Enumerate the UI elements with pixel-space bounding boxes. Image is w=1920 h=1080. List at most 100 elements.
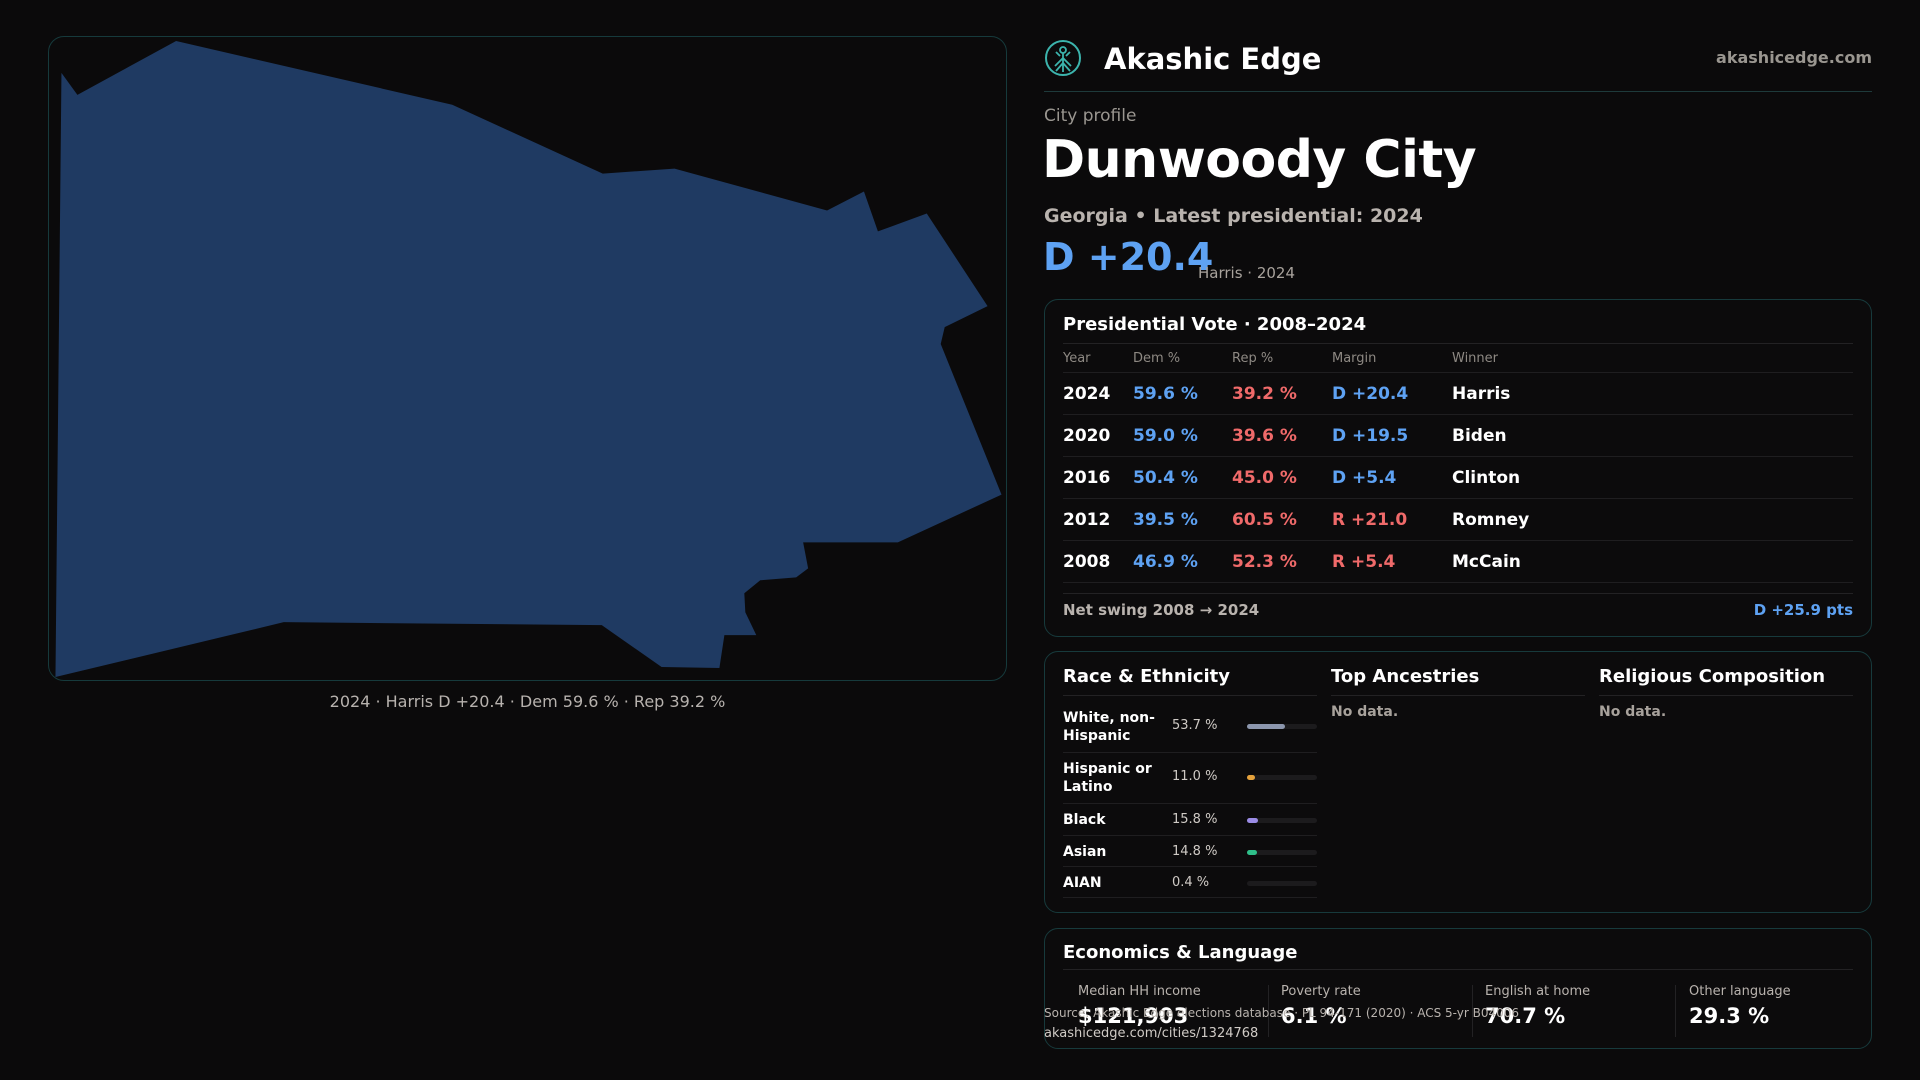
- header-year: Year: [1063, 351, 1091, 366]
- religion-title: Religious Composition: [1599, 666, 1826, 687]
- stat-label: Median HH income: [1078, 984, 1201, 999]
- race-bar-track: [1247, 818, 1317, 823]
- divider: [1331, 695, 1585, 696]
- english-at-home-stat: English at home 70.7 %: [1485, 984, 1655, 1044]
- permalink[interactable]: akashicedge.com/cities/1324768: [1044, 1026, 1259, 1041]
- margin-cell: D +19.5: [1332, 426, 1409, 446]
- divider: [1063, 343, 1853, 344]
- brand-name: Akashic Edge: [1104, 42, 1322, 76]
- race-pct: 0.4 %: [1172, 875, 1210, 890]
- header-rep: Rep %: [1232, 351, 1274, 366]
- margin-cell: R +5.4: [1332, 552, 1396, 572]
- year-cell: 2012: [1063, 510, 1111, 530]
- header-margin: Margin: [1332, 351, 1377, 366]
- race-bar-fill: [1247, 724, 1285, 729]
- city-subtitle: Georgia • Latest presidential: 2024: [1044, 205, 1423, 227]
- city-map[interactable]: [48, 36, 1007, 681]
- race-label: Black: [1063, 812, 1106, 828]
- divider: [1599, 695, 1853, 696]
- race-row: AIAN 0.4 %: [1063, 867, 1317, 898]
- divider: [1063, 593, 1853, 594]
- rep-pct-cell: 39.2 %: [1232, 384, 1297, 404]
- header-dem: Dem %: [1133, 351, 1181, 366]
- header-winner: Winner: [1452, 351, 1499, 366]
- margin-cell: R +21.0: [1332, 510, 1408, 530]
- race-bar-fill: [1247, 850, 1258, 855]
- race-label: Asian: [1063, 844, 1107, 860]
- rep-pct-cell: 45.0 %: [1232, 468, 1297, 488]
- tree-of-life-logo-icon[interactable]: [1044, 39, 1082, 77]
- presidential-vote-card: Presidential Vote · 2008–2024 Year Dem %…: [1044, 299, 1872, 637]
- city-boundary-map: [55, 40, 1002, 678]
- divider: [1675, 985, 1676, 1037]
- vote-table-header: Year Dem % Rep % Margin Winner: [1063, 340, 1853, 373]
- table-row[interactable]: 2008 46.9 % 52.3 % R +5.4 McCain: [1063, 541, 1853, 583]
- dem-pct-cell: 39.5 %: [1133, 510, 1198, 530]
- dem-pct-cell: 59.0 %: [1133, 426, 1198, 446]
- religion-empty: No data.: [1599, 704, 1667, 720]
- race-pct: 14.8 %: [1172, 844, 1218, 859]
- race-title: Race & Ethnicity: [1063, 666, 1230, 687]
- table-row[interactable]: 2016 50.4 % 45.0 % D +5.4 Clinton: [1063, 457, 1853, 499]
- other-language-stat: Other language 29.3 %: [1689, 984, 1859, 1044]
- stat-label: Poverty rate: [1281, 984, 1361, 999]
- year-cell: 2024: [1063, 384, 1111, 404]
- headline-margin-note: Harris · 2024: [1198, 264, 1296, 282]
- race-label: White, non-Hispanic: [1063, 710, 1155, 744]
- year-cell: 2016: [1063, 468, 1111, 488]
- race-row: Hispanic or Latino 11.0 %: [1063, 753, 1317, 804]
- stat-value: $121,903: [1078, 1004, 1189, 1028]
- race-pct: 15.8 %: [1172, 812, 1218, 827]
- brand-url-link[interactable]: akashicedge.com: [1716, 48, 1872, 67]
- divider: [1472, 985, 1473, 1037]
- stat-value: 29.3 %: [1689, 1004, 1770, 1028]
- race-row: Black 15.8 %: [1063, 804, 1317, 836]
- table-row[interactable]: 2020 59.0 % 39.6 % D +19.5 Biden: [1063, 415, 1853, 457]
- divider: [1268, 985, 1269, 1037]
- dem-pct-cell: 46.9 %: [1133, 552, 1198, 572]
- divider: [1063, 969, 1853, 970]
- race-bar-fill: [1247, 818, 1259, 823]
- stat-label: English at home: [1485, 984, 1591, 999]
- race-bar-track: [1247, 850, 1317, 855]
- net-swing-value: D +25.9 pts: [1753, 601, 1853, 619]
- ancestries-title: Top Ancestries: [1331, 666, 1480, 687]
- winner-cell: Biden: [1452, 426, 1507, 446]
- page-title: Dunwoody City: [1042, 130, 1477, 190]
- table-row[interactable]: 2024 59.6 % 39.2 % D +20.4 Harris: [1063, 373, 1853, 415]
- year-cell: 2008: [1063, 552, 1111, 572]
- rep-pct-cell: 39.6 %: [1232, 426, 1297, 446]
- race-bar-fill: [1247, 775, 1255, 780]
- rep-pct-cell: 60.5 %: [1232, 510, 1297, 530]
- winner-cell: Romney: [1452, 510, 1530, 530]
- margin-cell: D +5.4: [1332, 468, 1397, 488]
- race-bar-fill: [1247, 881, 1249, 886]
- net-swing-label: Net swing 2008 → 2024: [1063, 601, 1260, 619]
- race-bar-track: [1247, 724, 1317, 729]
- demographics-card: Race & Ethnicity White, non-Hispanic 53.…: [1044, 651, 1872, 913]
- poverty-rate-stat: Poverty rate 6.1 %: [1281, 984, 1451, 1044]
- headline-margin: D +20.4: [1043, 235, 1214, 279]
- race-label: Hispanic or Latino: [1063, 761, 1152, 795]
- ancestries-empty: No data.: [1331, 704, 1399, 720]
- margin-cell: D +20.4: [1332, 384, 1409, 404]
- map-caption: 2024 · Harris D +20.4 · Dem 59.6 % · Rep…: [329, 692, 726, 711]
- city-boundary-shape[interactable]: [55, 40, 1002, 678]
- table-row[interactable]: 2012 39.5 % 60.5 % R +21.0 Romney: [1063, 499, 1853, 541]
- race-bar-track: [1247, 881, 1317, 886]
- race-pct: 11.0 %: [1172, 769, 1218, 784]
- economics-title: Economics & Language: [1063, 942, 1298, 963]
- race-pct: 53.7 %: [1172, 718, 1218, 733]
- race-row: Asian 14.8 %: [1063, 836, 1317, 867]
- race-ethnicity-section: Race & Ethnicity White, non-Hispanic 53.…: [1063, 652, 1317, 912]
- economics-language-card: Economics & Language Median HH income $1…: [1044, 928, 1872, 1049]
- divider: [1063, 695, 1317, 696]
- race-row: White, non-Hispanic 53.7 %: [1063, 702, 1317, 753]
- vote-table: Year Dem % Rep % Margin Winner 2024 59.6…: [1063, 340, 1853, 583]
- median-income-stat: Median HH income $121,903: [1078, 984, 1248, 1044]
- source-note: Source: Akashic Edge elections database …: [1044, 1006, 1520, 1020]
- winner-cell: Clinton: [1452, 468, 1521, 488]
- race-bar-track: [1247, 775, 1317, 780]
- winner-cell: Harris: [1452, 384, 1511, 404]
- top-ancestries-section: Top Ancestries No data.: [1331, 652, 1585, 912]
